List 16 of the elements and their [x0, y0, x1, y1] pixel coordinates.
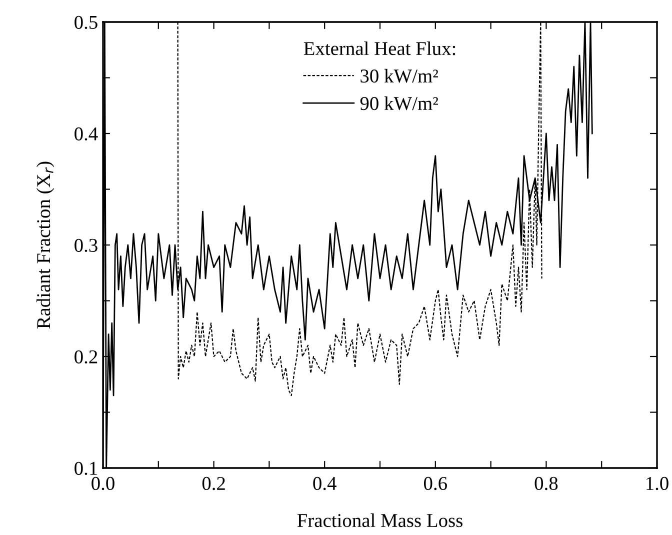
legend-label: 90 kW/m² — [360, 96, 438, 110]
legend-title: External Heat Flux: — [304, 41, 456, 56]
x-tick-label: 0.8 — [534, 476, 558, 490]
x-tick-label: 0.6 — [424, 476, 447, 490]
y-axis-title: Radiant Fraction (X$_{r}$) — [36, 162, 54, 329]
y-tick-label: 0.4 — [74, 127, 98, 141]
x-tick-label: 1.0 — [646, 476, 668, 490]
y-tick-label: 0.2 — [74, 350, 98, 364]
y-tick-label: 0.1 — [74, 462, 97, 476]
x-tick-label: 0.4 — [313, 476, 336, 490]
x-axis-title: Fractional Mass Loss — [297, 513, 462, 528]
x-tick-label: 0.2 — [202, 476, 225, 490]
x-tick-label: 0.0 — [92, 476, 114, 490]
y-tick-label: 0.3 — [74, 238, 98, 252]
y-tick-label: 0.5 — [74, 16, 98, 30]
legend-label: 30 kW/m² — [360, 68, 438, 83]
